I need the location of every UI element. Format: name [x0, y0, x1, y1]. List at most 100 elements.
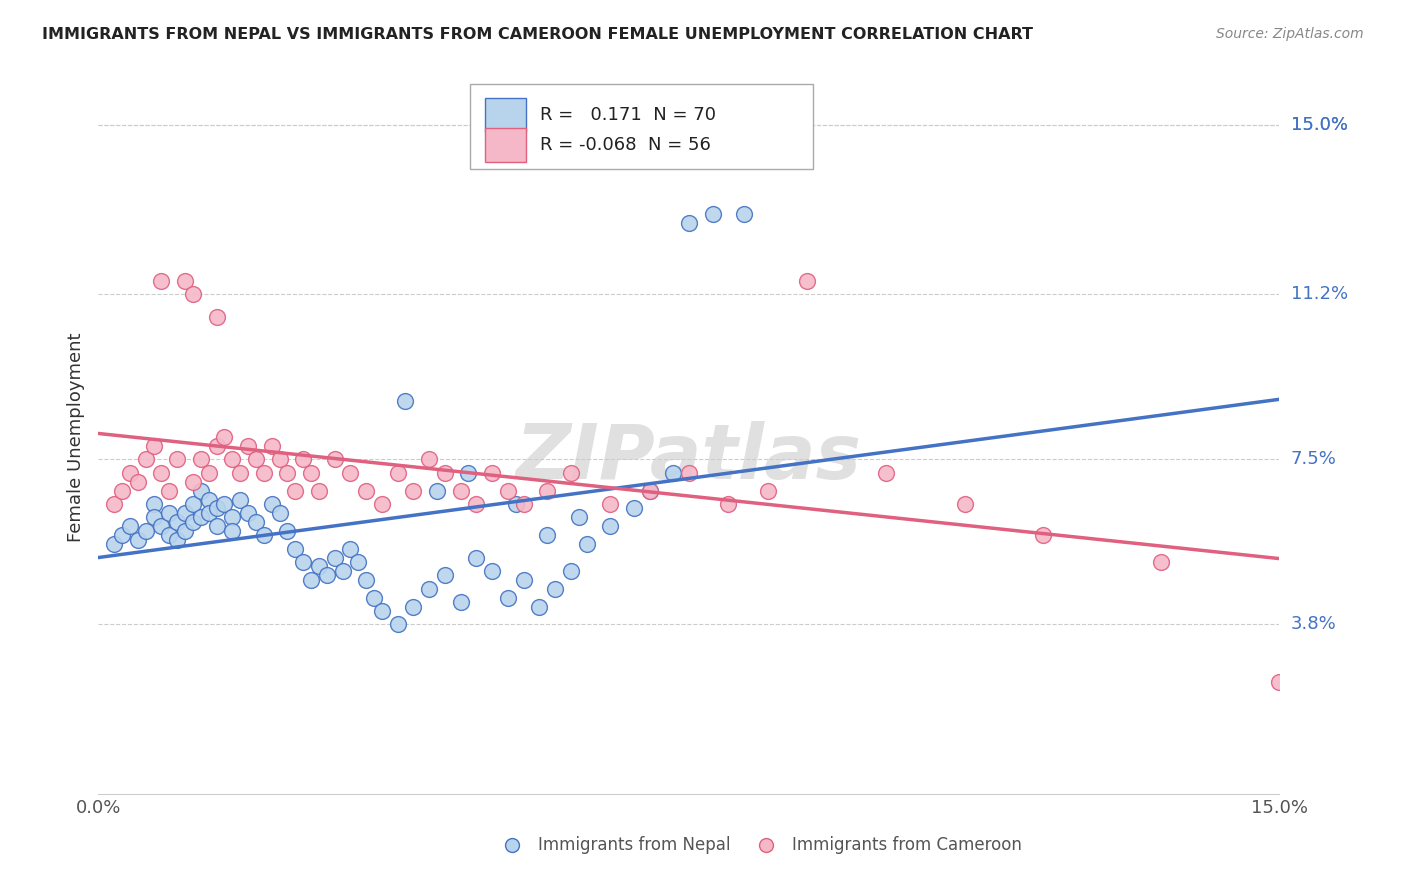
- Point: [127, 475, 149, 489]
- Point: [1032, 528, 1054, 542]
- Point: [197, 506, 219, 520]
- Point: [323, 452, 346, 467]
- Point: [190, 510, 212, 524]
- Point: [181, 515, 204, 529]
- Point: [875, 466, 897, 480]
- Point: [544, 582, 567, 596]
- Point: [402, 599, 425, 614]
- Point: [1150, 555, 1173, 569]
- Point: [481, 466, 503, 480]
- Point: [575, 537, 598, 551]
- Point: [190, 483, 212, 498]
- Point: [465, 497, 488, 511]
- Point: [221, 452, 243, 467]
- Point: [433, 466, 456, 480]
- Point: [323, 550, 346, 565]
- Point: [174, 274, 197, 288]
- Point: [292, 555, 315, 569]
- Point: [253, 466, 276, 480]
- Point: [536, 528, 558, 542]
- Point: [512, 573, 534, 587]
- Point: [332, 564, 354, 578]
- Point: [214, 497, 236, 511]
- Point: [276, 524, 298, 538]
- Point: [260, 497, 283, 511]
- Point: [118, 519, 141, 533]
- Point: [245, 452, 267, 467]
- Point: [457, 466, 479, 480]
- Point: [560, 564, 582, 578]
- Point: [284, 541, 307, 556]
- Point: [662, 466, 685, 480]
- Point: [284, 483, 307, 498]
- Text: IMMIGRANTS FROM NEPAL VS IMMIGRANTS FROM CAMEROON FEMALE UNEMPLOYMENT CORRELATIO: IMMIGRANTS FROM NEPAL VS IMMIGRANTS FROM…: [42, 27, 1033, 42]
- Point: [465, 550, 488, 565]
- Point: [402, 483, 425, 498]
- Point: [702, 207, 724, 221]
- Text: Immigrants from Nepal: Immigrants from Nepal: [537, 837, 730, 855]
- Point: [560, 466, 582, 480]
- Point: [638, 483, 661, 498]
- Point: [214, 430, 236, 444]
- Point: [418, 582, 440, 596]
- Point: [111, 483, 134, 498]
- Point: [276, 466, 298, 480]
- Point: [127, 533, 149, 547]
- Point: [135, 524, 157, 538]
- Point: [433, 568, 456, 582]
- Text: 11.2%: 11.2%: [1291, 285, 1348, 303]
- Bar: [485, 128, 526, 162]
- Point: [1268, 675, 1291, 690]
- Text: R =   0.171  N = 70: R = 0.171 N = 70: [540, 106, 716, 124]
- Point: [205, 439, 228, 453]
- Point: [135, 452, 157, 467]
- Point: [103, 537, 125, 551]
- Point: [142, 497, 165, 511]
- Point: [418, 452, 440, 467]
- Bar: [485, 98, 526, 132]
- Point: [623, 501, 645, 516]
- Point: [205, 501, 228, 516]
- Point: [481, 564, 503, 578]
- Point: [450, 595, 472, 609]
- Point: [733, 207, 755, 221]
- Point: [221, 510, 243, 524]
- Point: [103, 497, 125, 511]
- Point: [354, 483, 377, 498]
- Text: R = -0.068  N = 56: R = -0.068 N = 56: [540, 136, 711, 154]
- Point: [299, 466, 322, 480]
- Point: [269, 452, 291, 467]
- Point: [150, 466, 173, 480]
- Point: [157, 506, 180, 520]
- Text: 15.0%: 15.0%: [1291, 116, 1347, 134]
- Point: [236, 506, 259, 520]
- Point: [529, 599, 551, 614]
- Point: [245, 515, 267, 529]
- Point: [111, 528, 134, 542]
- Point: [796, 274, 818, 288]
- Point: [536, 483, 558, 498]
- Point: [150, 519, 173, 533]
- Point: [229, 492, 252, 507]
- Point: [181, 497, 204, 511]
- Point: [205, 519, 228, 533]
- FancyBboxPatch shape: [471, 84, 813, 169]
- Point: [166, 452, 188, 467]
- Point: [387, 466, 409, 480]
- Point: [354, 573, 377, 587]
- Text: Source: ZipAtlas.com: Source: ZipAtlas.com: [1216, 27, 1364, 41]
- Point: [229, 466, 252, 480]
- Point: [221, 524, 243, 538]
- Point: [347, 555, 370, 569]
- Point: [174, 506, 197, 520]
- Point: [308, 559, 330, 574]
- Point: [638, 483, 661, 498]
- Point: [717, 497, 740, 511]
- Point: [496, 483, 519, 498]
- Point: [599, 497, 621, 511]
- Point: [568, 510, 591, 524]
- Point: [756, 483, 779, 498]
- Point: [339, 541, 361, 556]
- Point: [371, 497, 394, 511]
- Point: [150, 274, 173, 288]
